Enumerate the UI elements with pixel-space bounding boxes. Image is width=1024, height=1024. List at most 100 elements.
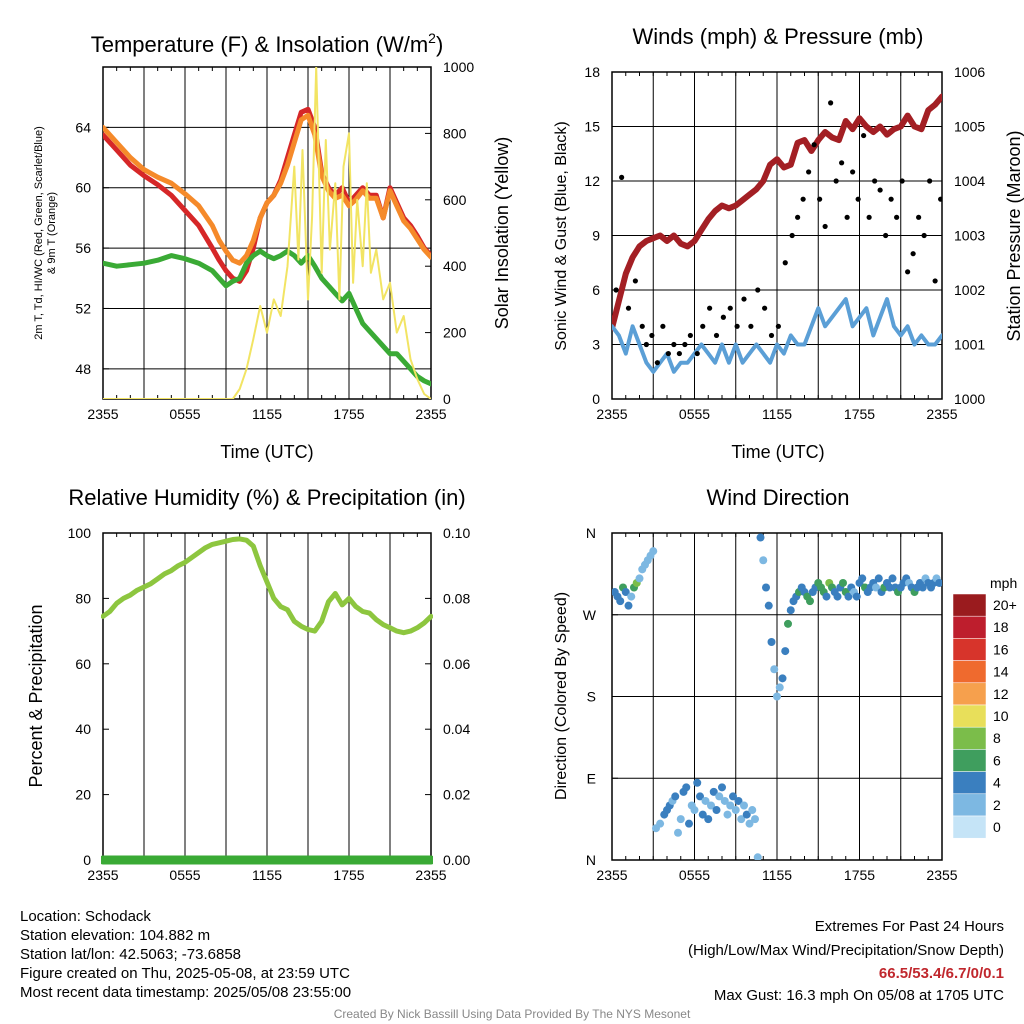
- gust-point: [687, 332, 693, 339]
- direction-point: [704, 815, 713, 824]
- direction-point: [751, 815, 759, 824]
- direction-point: [742, 810, 751, 819]
- x-axis-label: Time (UTC): [731, 442, 824, 462]
- x-tick-label: 2355: [415, 406, 446, 422]
- legend-swatch: [952, 749, 987, 772]
- y-tick-label: 100: [68, 525, 92, 541]
- gust-point: [938, 196, 942, 202]
- extremes-subtitle: (High/Low/Max Wind/Precipitation/Snow De…: [688, 942, 1004, 959]
- gust-point: [872, 178, 878, 184]
- direction-point: [753, 853, 762, 860]
- panel-title: Relative Humidity (%) & Precipitation (i…: [68, 485, 465, 510]
- y-tick-label: 6: [592, 282, 600, 298]
- direction-point: [685, 819, 693, 828]
- gust-point: [927, 178, 933, 184]
- gust-point: [755, 287, 761, 293]
- y-right-tick-label: 1005: [954, 119, 985, 135]
- legend-swatch: [952, 771, 987, 795]
- direction-point: [731, 806, 740, 815]
- x-tick-label: 2355: [596, 867, 627, 883]
- elevation-text: Station elevation: 104.882 m: [20, 927, 211, 944]
- gust-point: [861, 132, 867, 139]
- direction-point: [822, 592, 831, 601]
- x-tick-label: 0555: [679, 867, 710, 883]
- y-right-tick-label: 1004: [954, 173, 985, 189]
- series-group: [612, 93, 942, 374]
- y-right-tick-label: 0.04: [443, 721, 470, 737]
- direction-point: [701, 796, 710, 805]
- legend-swatch: [952, 660, 987, 684]
- legend-label: 8: [993, 730, 1001, 746]
- panel-temperature: 2355 0555 1155 1755 2355 48 52 56 60 64 0 200 400 600…: [75, 59, 474, 422]
- direction-point: [773, 692, 781, 701]
- gust-point: [833, 178, 839, 184]
- direction-point: [676, 815, 685, 824]
- direction-point: [844, 592, 853, 601]
- latlon-text: Station lat/lon: 42.5063; -73.6858: [20, 946, 242, 963]
- y-tick-label: 3: [592, 337, 600, 353]
- gust-point: [822, 223, 828, 230]
- direction-point: [723, 810, 732, 819]
- extremes-title: Extremes For Past 24 Hours: [814, 918, 1004, 935]
- series-line: [103, 67, 431, 399]
- direction-point: [775, 683, 784, 692]
- gust-point: [828, 100, 834, 106]
- gust-point: [888, 196, 894, 202]
- series-line: [101, 536, 433, 636]
- gust-point: [619, 174, 625, 180]
- series-line: [103, 248, 431, 387]
- gust-point: [720, 314, 726, 320]
- panel-title: Wind Direction: [706, 485, 849, 510]
- y-right-tick-label: 400: [443, 258, 467, 274]
- y-tick-label: 9: [592, 228, 600, 244]
- x-tick-label: 1755: [844, 406, 875, 422]
- y-axis-label: Percent & Precipitation: [26, 604, 46, 787]
- y-axis-label: Sonic Wind & Gust (Blue, Black): [553, 121, 570, 350]
- series-group: [101, 536, 433, 865]
- y-tick-label: 80: [75, 590, 91, 606]
- y-right-tick-label: 1000: [443, 59, 474, 75]
- gust-point: [850, 169, 856, 175]
- direction-point: [918, 583, 927, 592]
- y-axis-label: Direction (Colored By Speed): [553, 592, 570, 800]
- panel-title: Winds (mph) & Pressure (mb): [633, 24, 924, 49]
- gust-point: [741, 296, 747, 302]
- y-tick-label: E: [587, 770, 596, 786]
- direction-point: [649, 547, 658, 556]
- gust-point: [877, 187, 883, 193]
- legend-label: 6: [993, 752, 1001, 768]
- y-right-tick-label: 0.00: [443, 852, 470, 868]
- gust-point: [654, 360, 660, 366]
- gust-point: [811, 142, 817, 148]
- gust-point: [700, 323, 706, 329]
- y-right-tick-label: 0.02: [443, 787, 470, 803]
- gust-point: [639, 323, 645, 329]
- x-tick-label: 1155: [762, 867, 792, 883]
- direction-point: [759, 556, 768, 565]
- legend-swatch: [952, 815, 987, 839]
- recent-text: Most recent data timestamp: 2025/05/08 2…: [20, 984, 352, 1001]
- gust-point: [775, 323, 781, 329]
- gust-point: [713, 332, 720, 339]
- x-tick-label: 0555: [679, 406, 710, 422]
- direction-point: [718, 783, 726, 792]
- gust-point: [660, 323, 666, 329]
- direction-point: [674, 828, 682, 837]
- direction-point: [737, 815, 746, 824]
- legend-swatch: [952, 615, 987, 639]
- direction-point: [693, 778, 702, 787]
- x-tick-label: 1755: [333, 867, 364, 883]
- direction-point: [624, 601, 633, 610]
- x-tick-label: 2355: [926, 406, 957, 422]
- x-tick-label: 1155: [252, 867, 282, 883]
- gust-point: [817, 196, 823, 202]
- gust-point: [932, 278, 938, 284]
- direction-point: [726, 801, 735, 810]
- gust-point: [694, 350, 700, 357]
- direction-point: [709, 787, 718, 796]
- direction-point: [935, 578, 942, 587]
- x-tick-label: 2355: [415, 867, 446, 883]
- y-tick-label: 20: [75, 787, 91, 803]
- legend-label: 14: [993, 664, 1009, 680]
- series-line: [612, 93, 942, 332]
